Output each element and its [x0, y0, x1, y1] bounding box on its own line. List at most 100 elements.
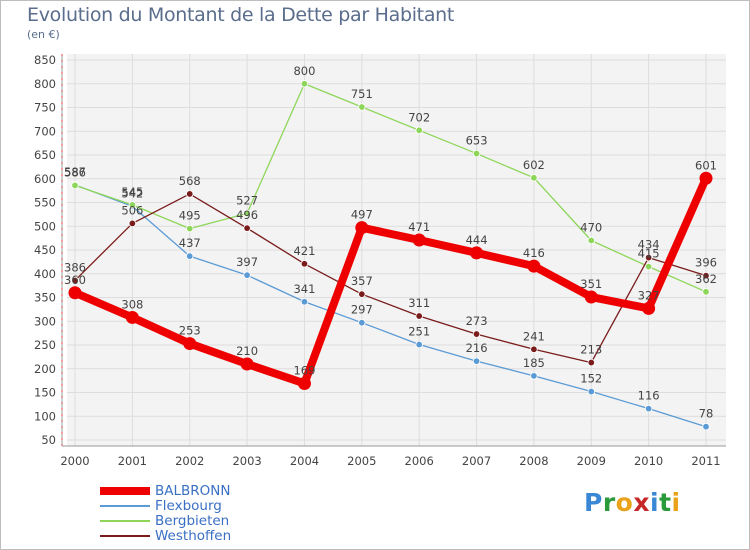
data-point: [472, 149, 481, 158]
y-tick-label: 400: [34, 267, 56, 281]
y-tick-label: 650: [34, 148, 56, 162]
y-tick-label: 200: [34, 362, 56, 376]
data-point: [240, 357, 254, 371]
data-point: [300, 298, 309, 306]
logo-letter: i: [650, 488, 660, 517]
data-label: 253: [179, 324, 201, 338]
legend-label: Bergbieten: [155, 513, 230, 529]
y-tick-label: 250: [34, 338, 56, 352]
legend-item: Flexbourg: [100, 499, 360, 514]
data-label: 360: [64, 273, 86, 287]
chart-legend: BALBRONN Flexbourg Bergbieten Westhoffen: [100, 484, 360, 544]
data-label: 496: [236, 208, 258, 222]
data-label: 653: [466, 134, 488, 148]
data-label: 751: [351, 87, 373, 101]
data-point: [358, 318, 366, 327]
data-point: [68, 286, 82, 300]
y-tick-label: 100: [34, 409, 56, 423]
legend-item: BALBRONN: [100, 484, 360, 499]
x-tick-label: 2001: [118, 454, 147, 468]
logo-letter: x: [633, 488, 650, 517]
y-tick-label: 800: [34, 77, 56, 91]
data-label: 527: [236, 193, 258, 207]
data-point: [412, 233, 426, 247]
data-label: 397: [236, 255, 258, 269]
data-label: 601: [695, 158, 717, 172]
legend-swatch: [100, 505, 150, 507]
data-label: 341: [293, 282, 315, 296]
data-label: 444: [466, 233, 488, 247]
data-label: 568: [179, 174, 201, 188]
x-tick-label: 2003: [232, 454, 261, 468]
chart-title: Evolution du Montant de la Dette par Hab…: [27, 4, 455, 26]
data-point: [699, 171, 713, 185]
data-label: 421: [293, 244, 315, 258]
legend-swatch: [100, 535, 150, 537]
x-tick-label: 2011: [691, 454, 720, 468]
y-tick-label: 300: [34, 314, 56, 328]
data-point: [243, 271, 251, 279]
data-label: 495: [179, 209, 201, 223]
data-point: [644, 253, 653, 262]
data-point: [128, 201, 137, 209]
series-line-balbronn: [73, 176, 710, 388]
data-point: [470, 246, 484, 260]
data-label: 602: [523, 158, 545, 172]
data-label: 78: [699, 407, 714, 421]
data-point: [527, 259, 541, 273]
x-tick-label: 2004: [290, 454, 319, 468]
data-label: 213: [580, 343, 602, 357]
data-point: [530, 345, 538, 353]
data-label: 587: [64, 165, 86, 179]
data-point: [415, 312, 423, 320]
y-tick-label: 350: [34, 291, 56, 305]
data-point: [300, 260, 309, 268]
logo-letter: i: [671, 488, 681, 517]
data-label: 586: [64, 165, 86, 179]
data-label: 357: [351, 274, 373, 288]
logo-letter: t: [659, 488, 672, 517]
data-point: [300, 80, 309, 88]
legend-label: Westhoffen: [155, 528, 232, 544]
data-label: 308: [121, 297, 143, 311]
legend-label: BALBRONN: [155, 483, 231, 499]
y-tick-label: 500: [34, 219, 56, 233]
data-point: [71, 276, 79, 285]
data-point: [355, 221, 369, 235]
data-label: 434: [638, 238, 660, 252]
data-point: [358, 290, 366, 298]
data-label: 169: [293, 363, 315, 377]
data-label: 415: [638, 247, 660, 261]
x-tick-label: 2005: [347, 454, 376, 468]
data-point: [584, 290, 598, 304]
chart-subtitle: (en €): [27, 28, 60, 41]
data-point: [587, 358, 595, 367]
data-point: [530, 372, 538, 380]
series-line-westhoffen: [74, 193, 707, 364]
data-label: 351: [580, 277, 602, 291]
y-tick-label: 850: [34, 53, 56, 67]
data-point: [358, 103, 366, 111]
data-point: [186, 252, 194, 260]
legend-swatch: [100, 520, 150, 522]
legend-item: Westhoffen: [100, 529, 360, 544]
data-label: 545: [121, 185, 143, 199]
data-point: [644, 262, 653, 271]
data-point: [128, 219, 137, 228]
logo-letter: P: [584, 488, 603, 517]
data-label: 327: [638, 288, 660, 302]
data-label: 396: [695, 256, 717, 270]
data-point: [183, 337, 197, 351]
data-label: 386: [64, 260, 86, 274]
proxiti-logo: Proxiti: [584, 488, 681, 517]
data-label: 116: [638, 389, 660, 403]
data-label: 702: [408, 110, 430, 124]
data-point: [587, 387, 595, 396]
data-point: [642, 301, 656, 315]
y-tick-label: 150: [34, 386, 56, 400]
data-label: 216: [466, 341, 488, 355]
x-tick-label: 2008: [519, 454, 548, 468]
y-tick-label: 50: [41, 433, 56, 447]
data-point: [71, 181, 79, 190]
legend-label: Flexbourg: [155, 498, 222, 514]
